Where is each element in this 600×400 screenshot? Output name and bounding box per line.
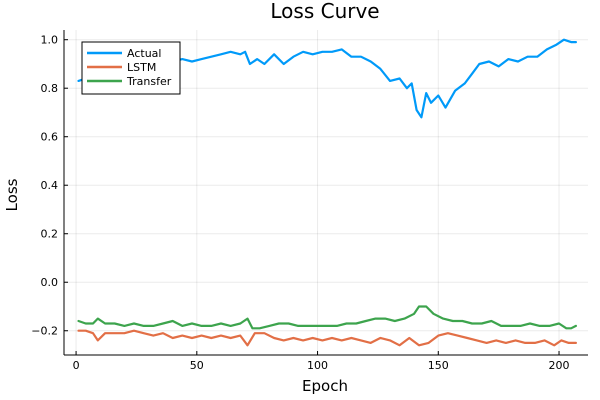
y-tick-label: −0.2 (31, 325, 58, 338)
y-tick-label: 0.2 (41, 228, 59, 241)
x-tick-label: 100 (307, 359, 328, 372)
axes (63, 30, 588, 356)
legend-label-transfer: Transfer (126, 75, 172, 88)
legend-label-actual: Actual (127, 47, 161, 60)
legend-label-lstm: LSTM (127, 61, 156, 74)
y-tick-label: 0.6 (41, 131, 59, 144)
series-line-transfer (77, 305, 577, 330)
x-tick-label: 200 (549, 359, 570, 372)
y-tick-label: 0.4 (41, 179, 59, 192)
y-tick-label: 0.8 (41, 82, 59, 95)
series-line-lstm (77, 329, 577, 347)
x-axis-label: Epoch (302, 377, 348, 395)
x-tick-label: 50 (190, 359, 204, 372)
chart-title: Loss Curve (270, 0, 379, 23)
y-tick-label: 0.0 (41, 276, 59, 289)
y-tick-label: 1.0 (41, 34, 59, 47)
x-tick-label: 150 (428, 359, 449, 372)
legend: Actual LSTM Transfer (81, 41, 181, 95)
tick-labels: 0 50 100 150 200 −0.2 0.0 0.2 0.4 0.6 0.8 1.0 (31, 34, 569, 372)
y-axis-label: Loss (3, 178, 21, 211)
x-tick-label: 0 (73, 359, 80, 372)
